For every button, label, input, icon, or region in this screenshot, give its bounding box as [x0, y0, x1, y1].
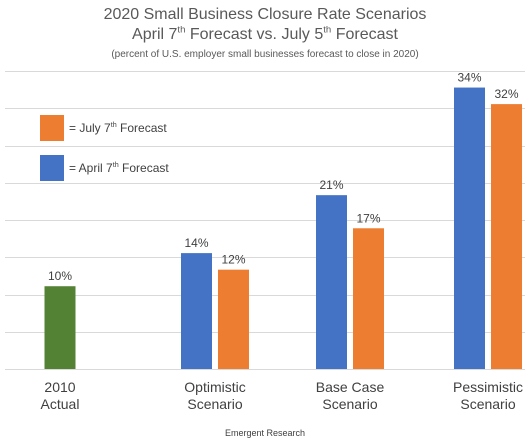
x-tick-label-line: Base Case	[316, 379, 385, 395]
x-tick-label-line: Scenario	[322, 396, 377, 412]
april-forecast-data-label: 21%	[319, 178, 343, 192]
april-forecast-data-label: 34%	[457, 71, 481, 85]
x-tick-label: Pessimistic Scenario	[453, 379, 523, 412]
x-tick-label: Optimistic Scenario	[184, 379, 245, 412]
april-forecast-bar	[181, 253, 212, 369]
x-tick-label-line: Scenario	[460, 396, 515, 412]
subtitle-sup-1: th	[177, 24, 186, 36]
legend-april-text: = April 7	[69, 161, 113, 175]
july-forecast-bar	[353, 228, 384, 369]
chart-title: 2020 Small Business Closure Rate Scenari…	[103, 6, 427, 23]
source-note: Emergent Research	[224, 428, 306, 438]
chart-subtitle: April 7th Forecast vs. July 5th Forecast	[0, 24, 530, 44]
x-tick-label-line: Optimistic	[184, 379, 245, 395]
april-forecast-bar	[316, 195, 347, 369]
legend-swatch-april	[40, 155, 64, 181]
chart-note: (percent of U.S. employer small business…	[111, 49, 419, 60]
actual-2010-bar	[44, 286, 76, 369]
july-forecast-data-label: 32%	[494, 87, 518, 101]
july-forecast-bar	[491, 104, 522, 369]
april-forecast-bar	[454, 87, 485, 370]
legend-april-after: Forecast	[118, 161, 169, 175]
x-tick-label: 2010 Actual	[41, 379, 80, 412]
subtitle-part-2: Forecast vs. July 5	[185, 26, 324, 43]
actual-2010-data-label: 10%	[48, 269, 72, 283]
july-forecast-data-label: 17%	[356, 211, 380, 225]
x-tick-label-line: Scenario	[187, 396, 242, 412]
july-forecast-data-label: 12%	[221, 253, 245, 267]
legend-swatch-july	[40, 115, 64, 141]
legend-label-july: = July 7th Forecast	[69, 121, 167, 135]
subtitle-sup-2: th	[323, 24, 332, 36]
legend-july-sup: th	[110, 120, 117, 129]
legend-july-after: Forecast	[116, 121, 167, 135]
legend-april-sup: th	[112, 160, 119, 169]
x-tick-label-line: Pessimistic	[453, 379, 523, 395]
subtitle-part-3: Forecast	[331, 26, 398, 43]
subtitle-part-1: April 7	[132, 26, 178, 43]
july-forecast-bar	[218, 269, 249, 369]
x-tick-label-line: Actual	[41, 396, 80, 412]
x-tick-label: Base Case Scenario	[316, 379, 385, 412]
legend-july-text: = July 7	[69, 121, 111, 135]
legend-label-april: = April 7th Forecast	[69, 161, 169, 175]
x-tick-label-line: 2010	[44, 379, 75, 395]
april-forecast-data-label: 14%	[184, 236, 208, 250]
